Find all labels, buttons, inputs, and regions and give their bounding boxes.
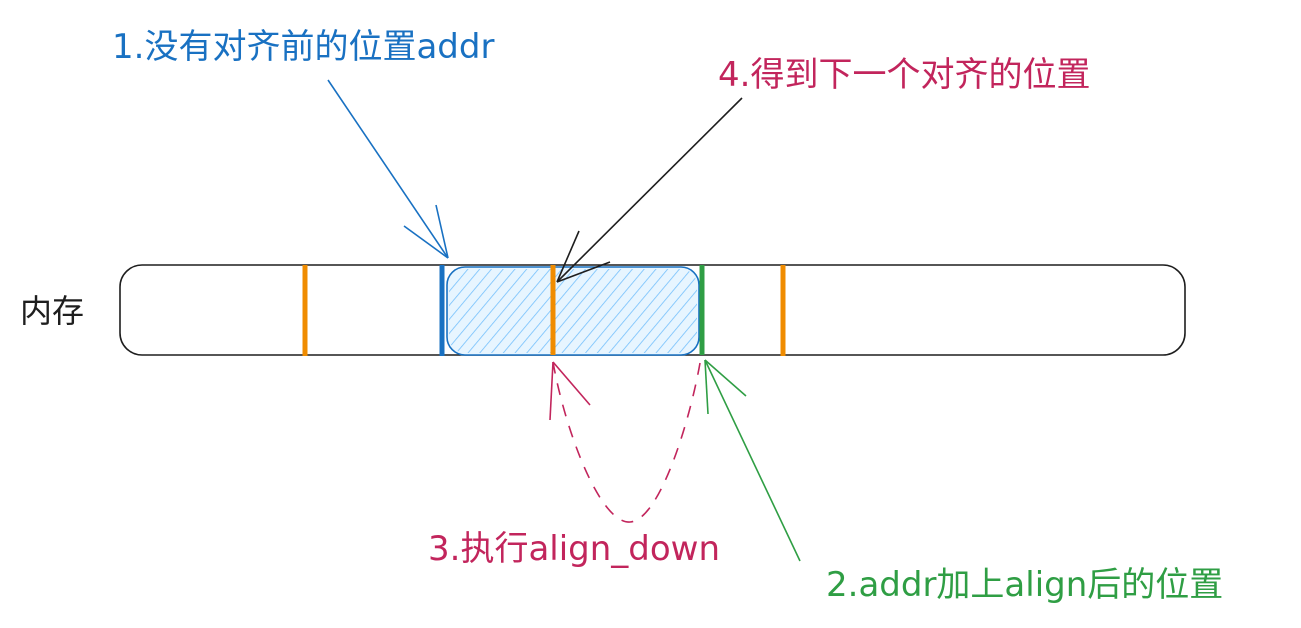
memory-label: 内存 xyxy=(20,292,84,330)
step1-annotation: 1.没有对齐前的位置addr xyxy=(112,27,494,67)
addr-range-hatch xyxy=(449,269,697,353)
step3-arrow xyxy=(549,361,701,523)
step2-arrow xyxy=(704,359,801,562)
step1-arrow xyxy=(327,79,449,259)
step3-annotation: 3.执行align_down xyxy=(428,529,720,569)
step2-annotation: 2.addr加上align后的位置 xyxy=(826,565,1223,605)
step4-arrow xyxy=(556,97,743,283)
step4-annotation: 4.得到下一个对齐的位置 xyxy=(718,55,1090,95)
